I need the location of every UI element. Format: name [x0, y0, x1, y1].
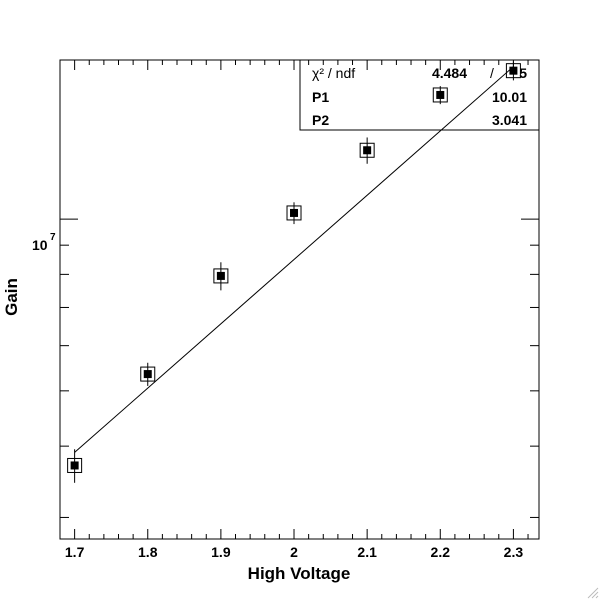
y-tick-label-1e7: 10 7	[32, 232, 56, 253]
fit-line	[74, 66, 514, 453]
corner-resize-grip[interactable]	[587, 587, 599, 599]
x-tick-label: 2	[290, 544, 298, 560]
y-tick-base: 10	[32, 237, 48, 253]
plot-frame	[59, 59, 540, 540]
point-marker-open	[286, 205, 302, 221]
data-point	[286, 202, 302, 225]
x-tick-labels: 1.7 1.8 1.9 2 2.1 2.2 2.3	[65, 544, 523, 560]
point-marker-filled	[363, 146, 372, 155]
point-marker-open	[505, 63, 521, 79]
stats-chi2-label: χ² / ndf	[312, 65, 355, 81]
stats-p2-label: P2	[312, 112, 329, 128]
data-point	[505, 61, 521, 81]
point-marker-open	[140, 366, 156, 382]
stats-ndf-value: 5	[519, 65, 527, 81]
stats-p1-value: 10.01	[492, 89, 527, 105]
stats-box: χ² / ndf 4.484 / 5 P1 10.01 P2 3.041	[299, 59, 540, 131]
x-tick-label: 2.1	[357, 544, 377, 560]
data-point	[67, 449, 83, 483]
x-axis-label: High Voltage	[248, 564, 351, 583]
point-marker-filled	[509, 66, 518, 75]
y-tick-exponent: 7	[50, 232, 56, 243]
data-point	[432, 86, 448, 105]
point-marker-filled	[216, 271, 225, 280]
x-tick-label: 2.2	[431, 544, 451, 560]
point-marker-filled	[143, 370, 152, 379]
x-tick-label: 2.3	[504, 544, 524, 560]
stats-p1-label: P1	[312, 89, 329, 105]
data-points	[67, 61, 521, 483]
data-point	[359, 137, 375, 164]
stats-chi2-separator: /	[490, 65, 494, 81]
point-marker-filled	[290, 208, 299, 217]
point-marker-open	[213, 268, 229, 284]
y-axis-label: Gain	[2, 278, 21, 316]
x-tick-label: 1.8	[138, 544, 158, 560]
point-marker-open	[432, 87, 448, 103]
stats-chi2-value: 4.484	[432, 65, 467, 81]
stats-p2-value: 3.041	[492, 112, 527, 128]
x-tick-label: 1.7	[65, 544, 85, 560]
axis-ticks	[59, 60, 539, 539]
data-point	[140, 362, 156, 386]
point-marker-open	[67, 457, 83, 473]
x-tick-label: 1.9	[211, 544, 231, 560]
point-marker-filled	[436, 90, 445, 99]
stats-box-frame	[299, 59, 540, 131]
data-point	[213, 262, 229, 291]
point-marker-filled	[70, 461, 79, 470]
point-marker-open	[359, 142, 375, 158]
